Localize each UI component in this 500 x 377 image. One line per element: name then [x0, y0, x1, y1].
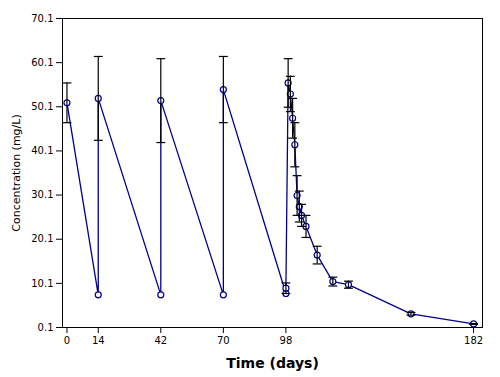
svg-text:30.1: 30.1	[31, 189, 53, 200]
svg-text:50.1: 50.1	[31, 101, 53, 112]
svg-text:70: 70	[217, 335, 230, 346]
svg-text:98: 98	[280, 335, 293, 346]
svg-text:10.1: 10.1	[31, 278, 53, 289]
svg-text:Time (days): Time (days)	[226, 355, 319, 371]
svg-text:40.1: 40.1	[31, 145, 53, 156]
svg-text:182: 182	[464, 335, 483, 346]
svg-text:0: 0	[64, 335, 70, 346]
svg-text:Concentration (mg/L): Concentration (mg/L)	[10, 114, 23, 231]
svg-text:42: 42	[154, 335, 167, 346]
svg-text:0.1: 0.1	[38, 322, 54, 333]
svg-text:70.1: 70.1	[31, 13, 53, 24]
svg-text:20.1: 20.1	[31, 233, 53, 244]
svg-text:60.1: 60.1	[31, 57, 53, 68]
svg-text:14: 14	[92, 335, 105, 346]
